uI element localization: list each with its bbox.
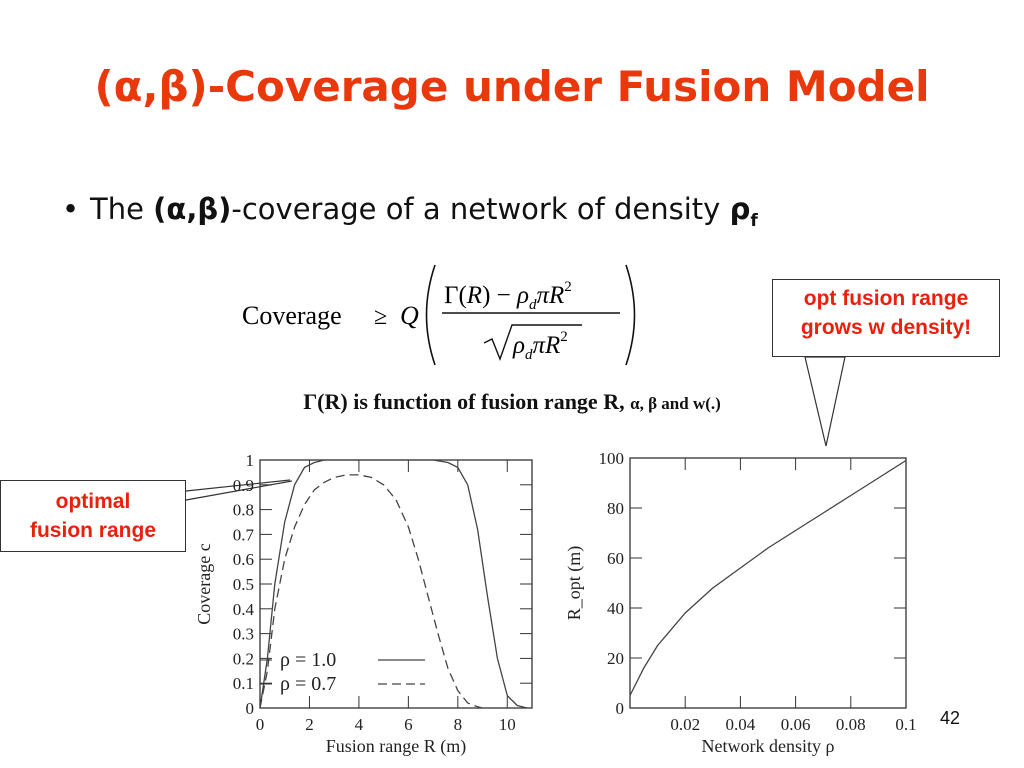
series-line-0 — [629, 459, 907, 696]
y-tick-label: 0.3 — [233, 625, 254, 644]
slide-title: (α,β)-Coverage under Fusion Model — [94, 62, 930, 111]
svg-text:ρdπR2: ρdπR2 — [512, 329, 568, 363]
y-tick-label: 100 — [599, 449, 625, 468]
y-tick-label: 20 — [607, 649, 624, 668]
bullet-rho-subscript: f — [750, 210, 758, 231]
legend-label-1: ρ = 0.7 — [280, 673, 336, 695]
y-tick-label: 0.7 — [233, 525, 255, 544]
x-tick-label: 0.08 — [836, 715, 866, 734]
y-tick-label: 0.2 — [233, 649, 254, 668]
y-axis-label: R_opt (m) — [564, 546, 585, 621]
x-tick-label: 8 — [454, 715, 463, 734]
y-tick-label: 1 — [246, 451, 255, 470]
y-tick-label: 0.4 — [233, 600, 255, 619]
x-tick-label: 0.04 — [726, 715, 756, 734]
y-tick-label: 0 — [616, 699, 625, 718]
series-line-1 — [259, 474, 483, 709]
x-axis-label: Fusion range R (m) — [326, 736, 466, 757]
y-tick-label: 0 — [246, 699, 255, 718]
callout-opt-fusion-range: opt fusion range grows w density! — [772, 279, 1000, 357]
x-tick-label: 4 — [355, 715, 364, 734]
callout-optimal-line-1: optimal — [55, 490, 131, 513]
formula-note-small: α, β and w(.) — [630, 394, 721, 413]
callout-optimal-fusion-range: optimal fusion range — [0, 480, 186, 552]
callout-optimal-line-2: fusion range — [29, 519, 156, 542]
bullet-rho: ρ — [729, 192, 751, 226]
ropt-chart: 0 20 40 60 80 100 0.02 0.04 0.06 0.08 0.1 Network d… — [564, 449, 917, 756]
coverage-chart: 00.10.20.30.40.50.60.70.80.910 2 4 6 8 10Fusi… — [194, 451, 533, 757]
x-tick-label: 0 — [256, 715, 265, 734]
y-tick-label: 0.5 — [233, 575, 254, 594]
x-tick-label: 2 — [305, 715, 314, 734]
bullet-dot: • — [62, 192, 80, 226]
coverage-formula: Coverage ≥ Q Γ(R) − ρdπR2 ρdπR2 — [242, 264, 636, 366]
x-tick-label: 10 — [499, 715, 516, 734]
y-tick-label: 40 — [607, 599, 624, 618]
bullet-prefix: The — [90, 192, 154, 226]
page-number: 42 — [940, 708, 961, 728]
plot-frame — [629, 457, 907, 709]
x-tick-label: 6 — [404, 715, 413, 734]
bullet-suffix: -coverage of a network of density — [231, 192, 730, 226]
y-tick-label: 0.1 — [233, 674, 254, 693]
formula-note-main: Γ(R) is function of fusion range R, — [303, 389, 631, 414]
x-tick-label: 0.1 — [895, 715, 916, 734]
svg-text:Γ(R) − ρdπR2: Γ(R) − ρdπR2 — [444, 279, 572, 313]
legend-label-0: ρ = 1.0 — [280, 649, 336, 671]
bullet-alpha-beta: (α,β) — [153, 192, 232, 226]
y-tick-label: 0.6 — [233, 550, 254, 569]
x-axis-label: Network density ρ — [702, 736, 835, 756]
callout-opt-line-2: grows w density! — [800, 316, 972, 339]
y-tick-label: 0.9 — [233, 476, 254, 495]
x-tick-label: 0.06 — [781, 715, 811, 734]
formula-geq: ≥ — [374, 304, 387, 330]
callout-opt-line-1: opt fusion range — [803, 287, 969, 310]
y-axis-label: Coverage c — [194, 543, 214, 624]
y-tick-label: 60 — [607, 549, 624, 568]
y-tick-label: 80 — [607, 499, 624, 518]
formula-q: Q — [400, 301, 419, 330]
x-tick-label: 0.02 — [670, 715, 700, 734]
series-line-0 — [259, 459, 528, 709]
formula-lhs: Coverage — [242, 301, 342, 330]
y-tick-label: 0.8 — [233, 501, 254, 520]
bullet-line: • The (α,β)-coverage of a network of dens… — [62, 192, 758, 231]
formula-note: Γ(R) is function of fusion range R, α, β… — [0, 389, 1024, 415]
